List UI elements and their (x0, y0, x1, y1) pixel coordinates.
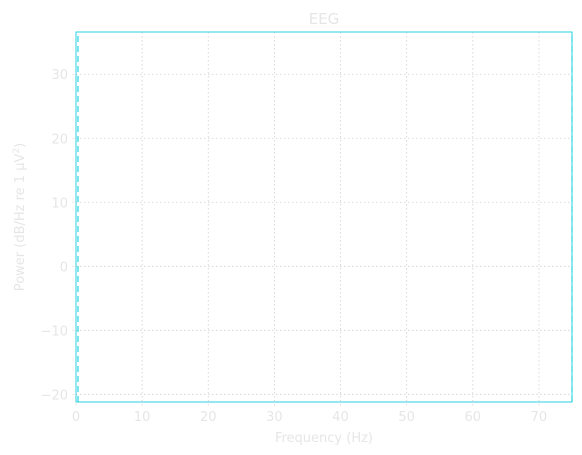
axis-ticks: 0 10 20 30 40 50 60 70 −20 −10 0 10 20 30 (41, 68, 548, 425)
y-tick-label: 30 (51, 68, 68, 83)
plot-area-frame (75, 31, 573, 403)
chart-title: EEG (309, 10, 340, 28)
y-tick-label: −20 (41, 388, 68, 403)
x-tick-label: 0 (72, 410, 80, 425)
x-tick-label: 60 (465, 410, 482, 425)
x-axis-label: Frequency (Hz) (275, 431, 373, 446)
x-tick-label: 30 (266, 410, 283, 425)
x-tick-label: 20 (200, 410, 217, 425)
series-layer (77, 32, 573, 402)
y-axis-label-suffix: ) (13, 143, 28, 148)
y-axis-label: Power (dB/Hz re 1 μV2) (12, 143, 28, 291)
y-axis-label-prefix: Power (dB/Hz re 1 μV (13, 154, 28, 292)
y-tick-label: 0 (60, 260, 68, 275)
y-tick-label: 10 (51, 196, 68, 211)
x-tick-label: 10 (134, 410, 151, 425)
y-tick-label: 20 (51, 132, 68, 147)
y-tick-label: −10 (41, 324, 68, 339)
grid (75, 32, 572, 402)
x-tick-label: 40 (332, 410, 349, 425)
y-axis-label-superscript: 2 (12, 148, 22, 154)
x-tick-label: 70 (531, 410, 548, 425)
x-tick-label: 50 (398, 410, 415, 425)
